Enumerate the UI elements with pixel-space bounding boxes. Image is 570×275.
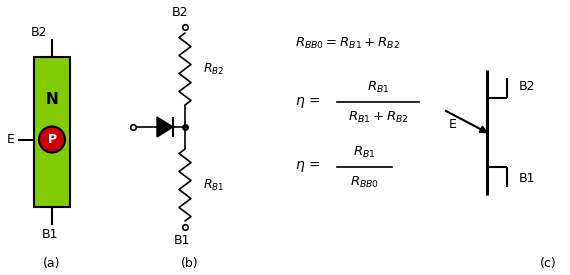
Text: N: N: [46, 92, 58, 106]
Text: B2: B2: [31, 26, 47, 40]
Text: E: E: [7, 133, 15, 146]
Text: $R_{B1}$: $R_{B1}$: [353, 144, 376, 159]
Text: B2: B2: [172, 7, 188, 20]
Text: B1: B1: [174, 235, 190, 248]
Text: E: E: [449, 118, 457, 131]
Text: (b): (b): [181, 257, 199, 269]
Text: B2: B2: [519, 79, 535, 92]
Text: $R_{B1}$: $R_{B1}$: [367, 79, 389, 95]
Text: $R_{B1}$: $R_{B1}$: [203, 177, 225, 192]
Text: $R_{BB0}$: $R_{BB0}$: [350, 174, 379, 189]
Bar: [34, 57, 70, 207]
Polygon shape: [479, 126, 487, 133]
Text: B1: B1: [42, 227, 58, 241]
Text: $\eta\, =$: $\eta\, =$: [295, 160, 321, 175]
Text: $R_{BB0} = R_{B1} + R_{B2}$: $R_{BB0} = R_{B1} + R_{B2}$: [295, 35, 400, 51]
Text: $\eta\, =$: $\eta\, =$: [295, 95, 321, 109]
Polygon shape: [157, 117, 173, 137]
Text: P: P: [47, 133, 56, 146]
Text: $R_{B2}$: $R_{B2}$: [203, 61, 225, 76]
Text: (c): (c): [540, 257, 556, 269]
Text: (a): (a): [43, 257, 61, 269]
Circle shape: [39, 126, 65, 153]
Text: $R_{B1} + R_{B2}$: $R_{B1} + R_{B2}$: [348, 109, 408, 125]
Text: B1: B1: [519, 172, 535, 186]
